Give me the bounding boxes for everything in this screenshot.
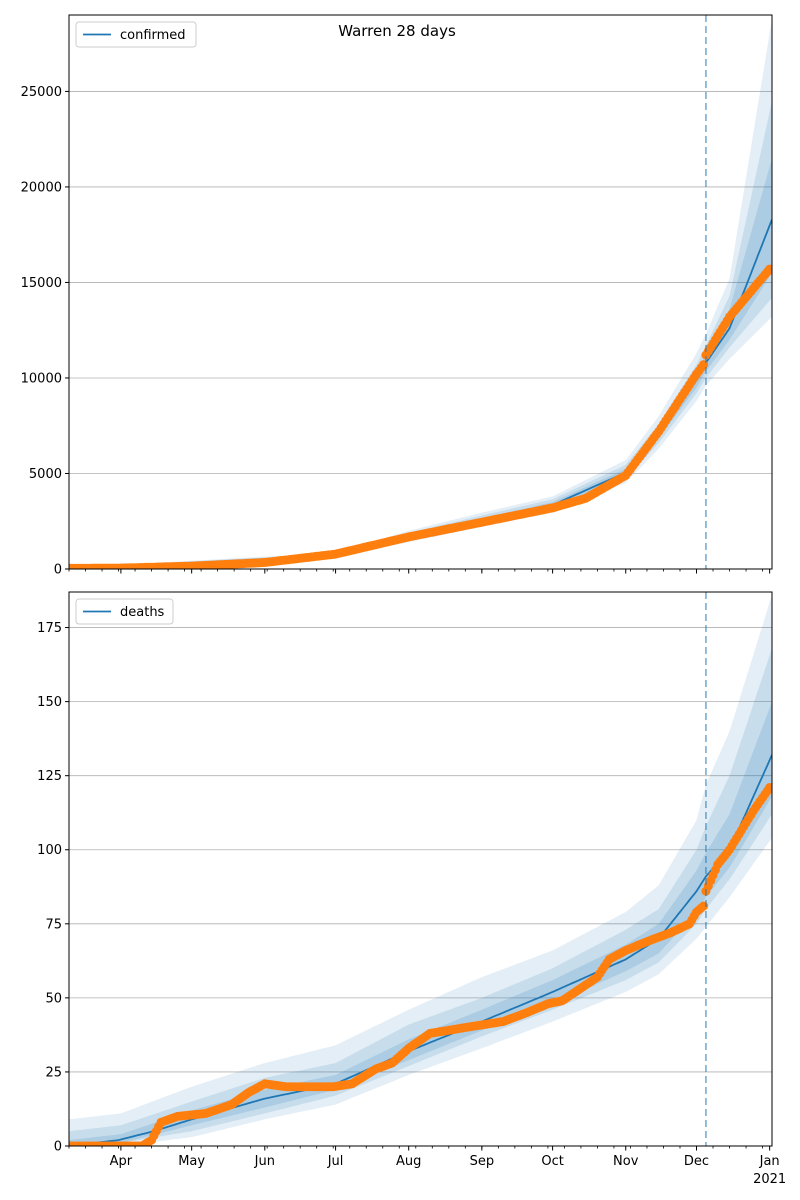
x-year-label: 2021 (753, 1172, 786, 1187)
y-tick-label: 25 (45, 1065, 62, 1080)
observed-series (69, 264, 772, 569)
y-tick-label: 100 (37, 843, 62, 858)
legend-label: confirmed (120, 28, 186, 43)
x-tick-label: Nov (613, 1154, 639, 1169)
legend-box (75, 598, 174, 625)
legend-label: deaths (120, 605, 165, 620)
y-tick-label: 50 (45, 991, 62, 1006)
y-tick-label: 75 (45, 917, 62, 932)
y-tick-label: 5000 (29, 467, 62, 482)
y-tick-label: 10000 (21, 371, 62, 386)
axes-frame (68, 14, 773, 570)
legend: deaths (75, 598, 174, 625)
x-tick-label: Jan (759, 1154, 780, 1169)
y-tick-label: 175 (37, 621, 62, 636)
axes-frame (68, 591, 773, 1147)
observed-point (765, 264, 772, 274)
y-tick-label: 150 (37, 695, 62, 710)
x-tick-label: Oct (541, 1154, 563, 1169)
x-tick-label: Aug (396, 1154, 421, 1169)
y-tick-label: 20000 (21, 180, 62, 195)
chart-title: Warren 28 days (338, 22, 456, 40)
plot-area (69, 18, 772, 569)
deaths-chart: 0 25 50 75 100 125 150 175 Apr May Jun Jul Aug Sep Oct… (37, 591, 786, 1187)
observed-point (699, 360, 709, 370)
x-tick-label: Jul (327, 1154, 344, 1169)
observed-point (699, 901, 709, 911)
uncertainty-band (69, 648, 772, 1146)
x-tick-label: Jun (254, 1154, 275, 1169)
x-tick-label: Sep (470, 1154, 495, 1169)
legend: confirmed (75, 21, 197, 48)
x-tick-label: Dec (684, 1154, 709, 1169)
confirmed-chart: 0 5000 10000 15000 20000 25000 confirmed (21, 14, 773, 578)
y-tick-label: 0 (54, 1140, 62, 1155)
uncertainty-band (69, 18, 772, 569)
x-tick-label: Apr (110, 1154, 133, 1169)
plot-area (69, 595, 772, 1146)
uncertainty-band (69, 595, 772, 1146)
y-tick-label: 0 (54, 563, 62, 578)
y-tick-label: 15000 (21, 276, 62, 291)
y-tick-label: 125 (37, 769, 62, 784)
observed-series (69, 783, 772, 1146)
model-line (69, 219, 772, 569)
x-tick-label: May (178, 1154, 205, 1169)
observed-point (765, 783, 772, 792)
uncertainty-band (69, 101, 772, 569)
uncertainty-band (69, 158, 772, 569)
legend-box (75, 21, 197, 48)
y-tick-label: 25000 (21, 85, 62, 100)
